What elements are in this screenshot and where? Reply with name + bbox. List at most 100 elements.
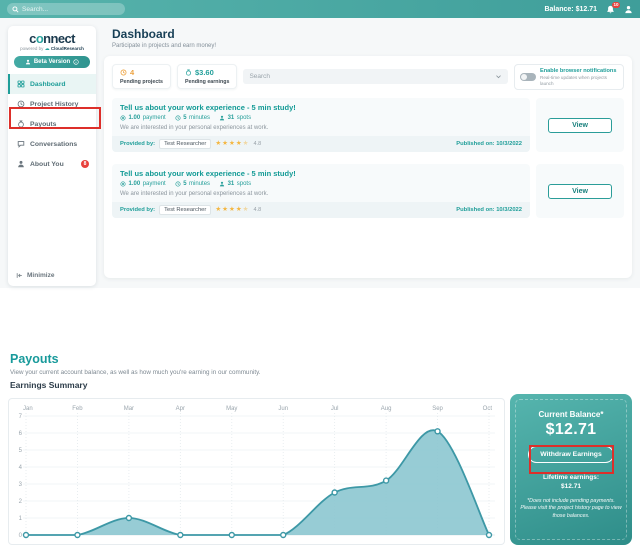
withdraw-earnings-button[interactable]: Withdraw Earnings bbox=[528, 446, 614, 463]
person-icon bbox=[17, 160, 25, 168]
global-search[interactable] bbox=[7, 3, 125, 15]
sidebar-item-label: Project History bbox=[30, 100, 79, 108]
svg-text:Feb: Feb bbox=[72, 406, 83, 412]
cloud-icon: ☁ bbox=[44, 46, 50, 52]
svg-text:Apr: Apr bbox=[176, 406, 185, 412]
svg-text:5: 5 bbox=[19, 448, 23, 454]
study-title: Tell us about your work experience - 5 m… bbox=[120, 169, 296, 179]
browser-notifications-setting: Enable browser notifications Real-time u… bbox=[514, 64, 624, 91]
powered-by: powered by ☁ CloudResearch bbox=[20, 46, 84, 52]
notifications-button[interactable]: 10 bbox=[606, 1, 620, 14]
coin-icon bbox=[120, 115, 126, 121]
toggle-subtitle: Real-time updates when projects launch bbox=[540, 74, 607, 86]
topbar: Balance: $12.71 10 bbox=[0, 0, 640, 18]
study-search-input[interactable] bbox=[249, 73, 491, 80]
provided-by-label: Provided by: bbox=[120, 141, 156, 148]
spots-meta: 31 spots bbox=[219, 181, 251, 187]
pending-projects-label: Pending projects bbox=[120, 78, 163, 85]
sidebar-item-conversations[interactable]: Conversations bbox=[8, 134, 96, 154]
earnings-chart-card: 0 1 2 3 4 5 6 7 Jan Feb Mar Apr May Jun Jul Aug Sep Oct bbox=[8, 398, 505, 545]
sidebar-item-about-you[interactable]: About You 8 bbox=[8, 154, 96, 174]
svg-text:Oct: Oct bbox=[483, 406, 493, 412]
study-search-box[interactable] bbox=[243, 69, 508, 84]
study-description: We are interested in your personal exper… bbox=[120, 125, 269, 132]
view-button[interactable]: View bbox=[548, 183, 612, 199]
sidebar-nav: Dashboard Project History Payouts Conver… bbox=[8, 74, 96, 174]
clock-icon bbox=[120, 69, 127, 76]
sidebar: connect powered by ☁ CloudResearch Beta … bbox=[8, 26, 96, 286]
sidebar-item-label: Dashboard bbox=[30, 80, 66, 88]
svg-text:May: May bbox=[226, 406, 237, 412]
person-icon bbox=[25, 59, 31, 65]
payment-meta: 1.00 payment bbox=[120, 181, 166, 187]
account-icon[interactable] bbox=[624, 5, 633, 14]
provided-by-label: Provided by: bbox=[120, 207, 156, 214]
person-icon bbox=[219, 181, 225, 187]
current-balance-card: Current Balance* $12.71 Withdraw Earning… bbox=[510, 394, 632, 545]
payouts-title: Payouts bbox=[10, 352, 59, 366]
svg-text:Sep: Sep bbox=[432, 406, 443, 412]
study-description: We are interested in your personal exper… bbox=[120, 191, 269, 198]
published-date: Published on: 10/3/2022 bbox=[456, 141, 522, 148]
notifications-toggle[interactable] bbox=[520, 73, 536, 82]
svg-text:Jan: Jan bbox=[23, 406, 33, 412]
sidebar-item-payouts[interactable]: Payouts bbox=[8, 114, 96, 134]
coin-icon bbox=[120, 181, 126, 187]
about-you-badge: 8 bbox=[81, 160, 89, 168]
beta-version-button[interactable]: Beta Version bbox=[14, 56, 90, 68]
study-card: Tell us about your work experience - 5 m… bbox=[112, 98, 530, 153]
pending-earnings-value: $3.60 bbox=[194, 68, 214, 77]
money-bag-icon bbox=[185, 69, 192, 76]
sidebar-item-label: Conversations bbox=[30, 140, 78, 148]
svg-text:1: 1 bbox=[19, 516, 23, 522]
provider-name: Test Researcher bbox=[159, 205, 212, 216]
dashboard-main-card: 4 Pending projects $3.60 Pending earning… bbox=[104, 56, 632, 278]
duration-meta: 5 minutes bbox=[175, 115, 210, 121]
info-icon bbox=[73, 59, 79, 65]
history-icon bbox=[17, 100, 25, 108]
money-bag-icon bbox=[17, 120, 25, 128]
duration-meta: 5 minutes bbox=[175, 181, 210, 187]
balance-label: Balance: $12.71 bbox=[544, 5, 597, 13]
rating-value: 4.8 bbox=[253, 207, 262, 214]
view-button-container: View bbox=[536, 98, 624, 153]
study-card: Tell us about your work experience - 5 m… bbox=[112, 164, 530, 219]
global-search-input[interactable] bbox=[22, 5, 120, 13]
pending-projects-chip: 4 Pending projects bbox=[112, 64, 171, 89]
search-icon bbox=[12, 5, 19, 13]
svg-text:6: 6 bbox=[19, 431, 23, 437]
sidebar-minimize[interactable]: Minimize bbox=[8, 266, 96, 286]
svg-text:3: 3 bbox=[19, 482, 23, 488]
svg-text:Mar: Mar bbox=[124, 406, 134, 412]
clock-icon bbox=[175, 181, 181, 187]
earnings-summary-title: Earnings Summary bbox=[10, 380, 88, 390]
page-title: Dashboard bbox=[112, 27, 175, 41]
rating-stars: ★★★★★ bbox=[215, 206, 250, 214]
provider-name: Test Researcher bbox=[159, 139, 212, 150]
svg-text:2: 2 bbox=[19, 499, 23, 505]
svg-text:4: 4 bbox=[19, 465, 23, 471]
sidebar-item-project-history[interactable]: Project History bbox=[8, 94, 96, 114]
study-title: Tell us about your work experience - 5 m… bbox=[120, 103, 296, 113]
lifetime-earnings-label: Lifetime earnings: bbox=[543, 474, 599, 481]
chevron-down-icon[interactable] bbox=[495, 73, 502, 80]
view-button[interactable]: View bbox=[548, 117, 612, 133]
sidebar-item-dashboard[interactable]: Dashboard bbox=[8, 74, 96, 94]
rating-stars: ★★★★★ bbox=[215, 140, 250, 148]
notification-badge: 10 bbox=[611, 1, 620, 8]
current-balance-amount: $12.71 bbox=[545, 421, 597, 438]
payment-meta: 1.00 payment bbox=[120, 115, 166, 121]
svg-text:7: 7 bbox=[19, 414, 23, 420]
person-icon bbox=[219, 115, 225, 121]
dashboard-grid-icon bbox=[17, 80, 25, 88]
minimize-arrow-icon bbox=[16, 272, 23, 279]
svg-text:Jun: Jun bbox=[278, 406, 288, 412]
spots-meta: 31 spots bbox=[219, 115, 251, 121]
current-balance-label: Current Balance* bbox=[538, 410, 604, 419]
lifetime-earnings-amount: $12.71 bbox=[561, 482, 581, 490]
clock-icon bbox=[175, 115, 181, 121]
page-subtitle: Participate in projects and earn money! bbox=[112, 43, 217, 49]
toggle-title: Enable browser notifications bbox=[540, 68, 617, 74]
